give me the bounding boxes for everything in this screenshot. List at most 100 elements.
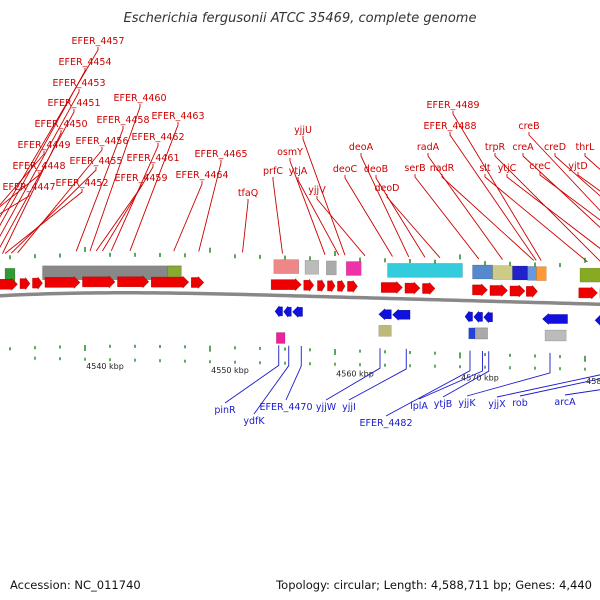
gene-label-ytja: ytjA [289,166,308,177]
gene-label-efer_4470: EFER_4470 [260,402,313,413]
label-leader [95,184,142,252]
feature-block [536,266,547,281]
gene-label-ydfk: ydfK [243,416,265,427]
label-leader [129,122,179,251]
reverse-gene [542,313,568,325]
label-leader [506,174,600,249]
reverse-gene [283,305,292,318]
feature-block [527,266,537,281]
label-leader [173,181,203,252]
label-leader [302,136,346,256]
reverse-gene [483,311,493,324]
label-leader [0,68,86,227]
label-leader [198,160,222,252]
label-leader [0,172,40,208]
label-leader [89,104,141,252]
forward-gene [337,279,346,293]
gene-label-efer_4488: EFER_4488 [424,121,477,132]
label-leader [452,111,542,261]
forward-gene [82,275,116,289]
label-leader [348,348,407,401]
feature-block [378,325,392,337]
label-leader [344,175,393,257]
gene-label-ytjc: ytjC [498,163,517,174]
label-leader [519,378,600,397]
forward-gene [117,275,150,289]
gene-label-tfaq: tfaQ [238,188,258,199]
label-leader [484,174,588,263]
gene-label-efer_4454: EFER_4454 [59,57,112,68]
forward-gene [509,284,526,298]
label-leader [0,193,30,215]
gene-label-deoa: deoA [349,142,374,153]
gene-label-efer_4447: EFER_4447 [3,182,56,193]
forward-gene [422,281,436,296]
feature-block [345,261,362,276]
feature-block [276,332,286,344]
scale-label: 4550 kbp [211,366,249,375]
genome-backbone [0,291,600,306]
gene-label-arca: arcA [554,397,576,408]
gene-label-efer_4459: EFER_4459 [115,173,168,184]
label-leader [2,130,62,254]
top-scale-ticks [9,247,586,268]
label-leader [418,351,483,400]
label-leader [316,196,366,257]
label-leader [4,189,83,254]
gene-label-efer_4460: EFER_4460 [114,93,167,104]
forward-gene [151,275,190,289]
scale-label: 4540 kbp [86,362,124,371]
forward-gene [317,278,326,293]
gene-label-deob: deoB [364,164,388,175]
forward-gene [489,284,508,297]
genome-title: Escherichia fergusonii ATCC 35469, compl… [124,11,477,26]
reverse-gene [594,315,600,326]
label-leader [539,172,600,221]
feature-block [304,260,319,275]
gene-label-efer_4464: EFER_4464 [176,170,229,181]
label-leader [272,177,283,254]
gene-label-efer_4448: EFER_4448 [13,161,66,172]
label-leader [584,153,600,170]
gene-label-efer_4489: EFER_4489 [427,100,480,111]
label-leader [285,346,302,401]
gene-label-prfc: prfC [263,166,283,177]
label-leader [224,345,280,404]
forward-gene [347,279,358,293]
feature-block [579,267,600,283]
label-leader [17,147,103,254]
feature-block [512,265,528,281]
gene-label-efer_4449: EFER_4449 [18,140,71,151]
forward-gene [0,277,18,291]
feature-block [474,327,488,340]
label-leader [102,164,154,252]
gene-label-crea: creA [512,142,534,153]
forward-gene [526,284,538,298]
accession-text: Accession: NC_011740 [10,578,141,592]
label-leader [577,172,600,192]
reverse-gene [274,305,283,318]
gene-label-efer_4457: EFER_4457 [72,36,125,47]
gene-label-yjjk: yjjK [458,398,476,409]
label-leader [528,132,600,212]
gene-label-rob: rob [512,398,528,409]
gene-label-yjju: yjjU [294,125,312,136]
scale-labels: 4540 kbp 4550 kbp 4560 kbp 4570 kbp 4580 kbp [86,362,600,386]
gene-label-rada: radA [417,142,440,153]
gene-label-yjjx: yjjX [488,399,506,410]
label-leader [297,177,340,256]
gene-label-nadr: nadR [430,163,455,174]
label-leader [414,174,480,260]
label-leader [427,153,503,260]
label-leader [0,47,99,218]
gene-label-serb: serB [404,163,425,174]
gene-label-cred: creD [544,142,566,153]
genome-summary-text: Topology: circular; Length: 4,588,711 bp… [276,578,592,592]
gene-label-efer_4452: EFER_4452 [56,178,109,189]
gene-label-yjtd: yjtD [568,161,587,172]
gene-label-efer_4455: EFER_4455 [70,156,123,167]
reverse-gene [392,308,411,321]
label-leader [110,143,159,251]
feature-block [326,260,337,276]
gene-label-deoc: deoC [333,164,358,175]
